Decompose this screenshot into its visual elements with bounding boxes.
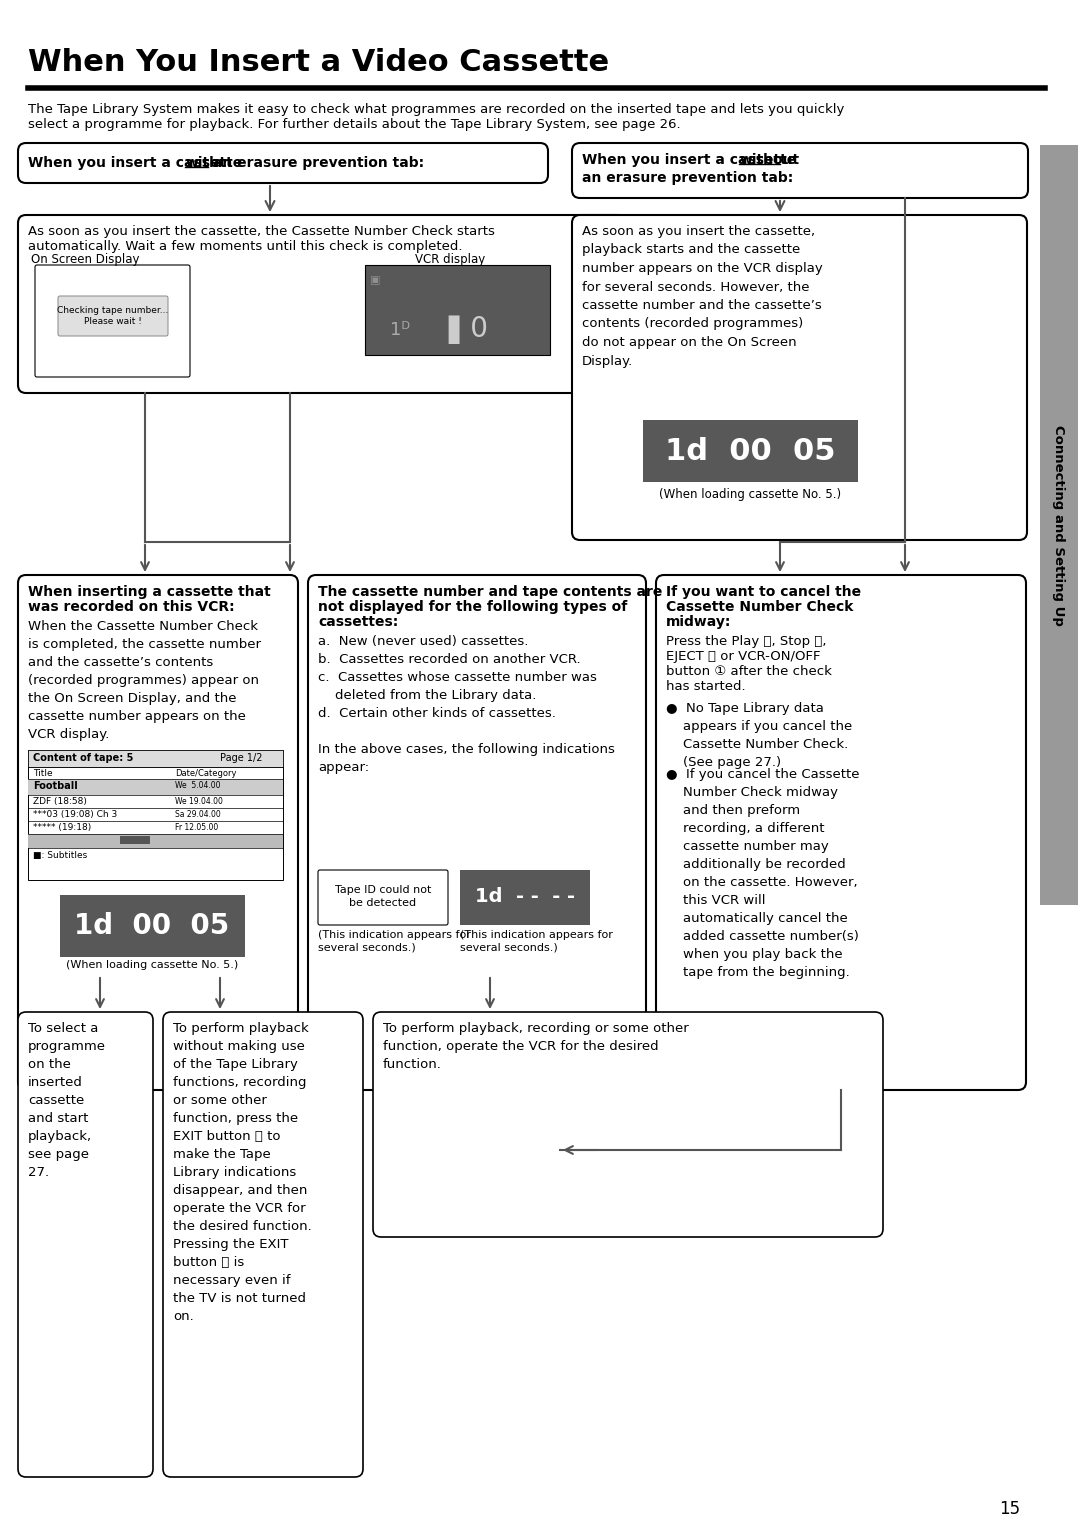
Text: several seconds.): several seconds.) (318, 942, 416, 952)
Text: select a programme for playback. For further details about the Tape Library Syst: select a programme for playback. For fur… (28, 118, 680, 131)
Text: When you insert a cassette: When you insert a cassette (28, 156, 247, 169)
Bar (60, 896, 245, 957)
Text: ***03 (19:08) Ch 3: ***03 (19:08) Ch 3 (33, 810, 118, 819)
FancyBboxPatch shape (18, 215, 626, 394)
Text: As soon as you insert the cassette,
playback starts and the cassette
number appe: As soon as you insert the cassette, play… (582, 224, 823, 368)
Text: Cassette Number Check: Cassette Number Check (666, 600, 853, 613)
Text: ZDF (18:58): ZDF (18:58) (33, 797, 86, 806)
Text: We 19.04.00: We 19.04.00 (175, 797, 222, 806)
Bar (365, 266, 550, 356)
Text: Tape ID could not: Tape ID could not (335, 885, 431, 896)
Bar (643, 420, 858, 482)
Text: VCR display: VCR display (415, 253, 485, 266)
Bar (28, 778, 283, 795)
FancyBboxPatch shape (373, 1012, 883, 1238)
Text: without: without (739, 153, 799, 166)
Text: Football: Football (33, 781, 78, 790)
Text: be detected: be detected (350, 897, 417, 908)
Text: 1d  00  05: 1d 00 05 (665, 436, 835, 465)
Text: 1d  00  05: 1d 00 05 (75, 913, 230, 940)
FancyBboxPatch shape (318, 870, 448, 925)
Text: several seconds.): several seconds.) (460, 942, 557, 952)
Text: ▌0: ▌0 (440, 316, 488, 345)
Bar (28, 749, 283, 768)
Text: an erasure prevention tab:: an erasure prevention tab: (582, 171, 793, 185)
FancyBboxPatch shape (35, 266, 190, 377)
Text: automatically. Wait a few moments until this check is completed.: automatically. Wait a few moments until … (28, 240, 462, 253)
Text: Date/Category: Date/Category (175, 769, 237, 778)
Text: As soon as you insert the cassette, the Cassette Number Check starts: As soon as you insert the cassette, the … (28, 224, 495, 238)
Text: Connecting and Setting Up: Connecting and Setting Up (1053, 424, 1066, 626)
Text: ▣: ▣ (370, 275, 380, 285)
Text: To perform playback
without making use
of the Tape Library
functions, recording
: To perform playback without making use o… (173, 1022, 312, 1323)
Text: Fr 12.05.00: Fr 12.05.00 (175, 823, 218, 832)
Text: has started.: has started. (666, 681, 745, 693)
Text: (This indication appears for: (This indication appears for (460, 929, 612, 940)
Text: When you insert a cassette: When you insert a cassette (582, 153, 801, 166)
FancyBboxPatch shape (163, 1012, 363, 1477)
Bar (1040, 145, 1078, 905)
Text: When You Insert a Video Cassette: When You Insert a Video Cassette (28, 47, 609, 76)
Text: We  5.04.00: We 5.04.00 (175, 781, 220, 790)
Text: an erasure prevention tab:: an erasure prevention tab: (208, 156, 424, 169)
Bar (28, 749, 283, 881)
Bar (28, 835, 283, 848)
Text: was recorded on this VCR:: was recorded on this VCR: (28, 600, 234, 613)
Bar (460, 870, 590, 925)
Text: ***** (19:18): ***** (19:18) (33, 823, 91, 832)
Text: not displayed for the following types of: not displayed for the following types of (318, 600, 627, 613)
Text: button ① after the check: button ① after the check (666, 665, 832, 678)
Text: (When loading cassette No. 5.): (When loading cassette No. 5.) (66, 960, 238, 971)
Text: ●  No Tape Library data
    appears if you cancel the
    Cassette Number Check.: ● No Tape Library data appears if you ca… (666, 702, 852, 769)
Text: (When loading cassette No. 5.): (When loading cassette No. 5.) (659, 488, 841, 501)
Text: with: with (185, 156, 219, 169)
Text: Checking tape number...: Checking tape number... (57, 307, 168, 314)
FancyBboxPatch shape (656, 575, 1026, 1090)
Text: When inserting a cassette that: When inserting a cassette that (28, 584, 271, 600)
Text: ■: Subtitles: ■: Subtitles (33, 852, 87, 861)
Text: If you want to cancel the: If you want to cancel the (666, 584, 861, 600)
Text: When the Cassette Number Check
is completed, the cassette number
and the cassett: When the Cassette Number Check is comple… (28, 620, 261, 742)
Text: The Tape Library System makes it easy to check what programmes are recorded on t: The Tape Library System makes it easy to… (28, 102, 845, 116)
Text: Press the Play ⓘ, Stop ⓞ,: Press the Play ⓘ, Stop ⓞ, (666, 635, 826, 649)
Text: To select a
programme
on the
inserted
cassette
and start
playback,
see page
27.: To select a programme on the inserted ca… (28, 1022, 106, 1180)
Text: 15: 15 (999, 1500, 1020, 1518)
Text: To perform playback, recording or some other
function, operate the VCR for the d: To perform playback, recording or some o… (383, 1022, 689, 1071)
FancyBboxPatch shape (18, 575, 298, 1090)
FancyBboxPatch shape (308, 575, 646, 1090)
FancyBboxPatch shape (18, 143, 548, 183)
Text: Content of tape: 5: Content of tape: 5 (33, 752, 133, 763)
Text: EJECT ⓙ or VCR-ON/OFF: EJECT ⓙ or VCR-ON/OFF (666, 650, 821, 662)
Text: cassettes:: cassettes: (318, 615, 399, 629)
Text: 1ᴰ: 1ᴰ (390, 320, 410, 339)
Text: midway:: midway: (666, 615, 731, 629)
Text: 1d  - -  - -: 1d - - - - (475, 888, 575, 906)
FancyBboxPatch shape (18, 1012, 153, 1477)
FancyBboxPatch shape (572, 143, 1028, 198)
Text: ●  If you cancel the Cassette
    Number Check midway
    and then preform
    r: ● If you cancel the Cassette Number Chec… (666, 768, 860, 980)
FancyBboxPatch shape (572, 215, 1027, 540)
Text: Title: Title (33, 769, 53, 778)
Text: (This indication appears for: (This indication appears for (318, 929, 471, 940)
Text: Page 1/2: Page 1/2 (220, 752, 262, 763)
FancyBboxPatch shape (58, 296, 168, 336)
Text: On Screen Display: On Screen Display (30, 253, 139, 266)
Text: a.  New (never used) cassettes.
b.  Cassettes recorded on another VCR.
c.  Casse: a. New (never used) cassettes. b. Casset… (318, 635, 615, 774)
Text: Please wait !: Please wait ! (84, 317, 141, 327)
Bar (120, 836, 150, 844)
Text: The cassette number and tape contents are: The cassette number and tape contents ar… (318, 584, 662, 600)
Text: Sa 29.04.00: Sa 29.04.00 (175, 810, 220, 819)
